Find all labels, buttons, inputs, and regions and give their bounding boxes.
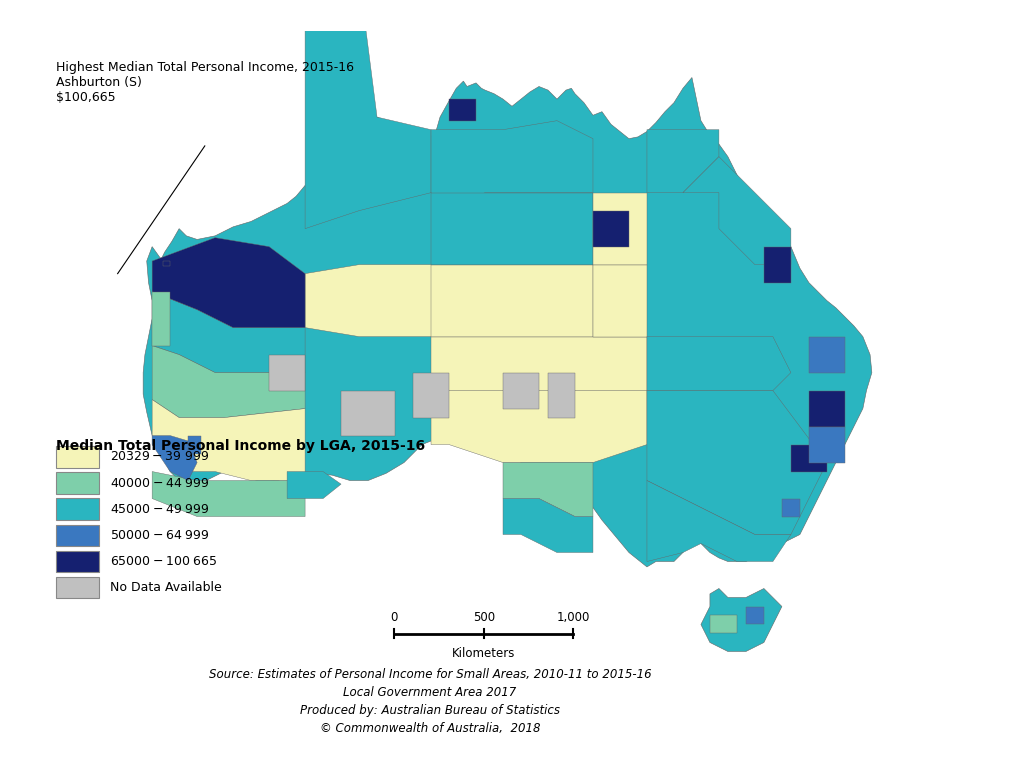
Text: $40 000 - $44 999: $40 000 - $44 999 — [110, 477, 210, 489]
Polygon shape — [431, 121, 593, 210]
Text: 0: 0 — [390, 611, 398, 624]
Polygon shape — [809, 426, 845, 462]
Polygon shape — [153, 346, 305, 418]
Polygon shape — [647, 336, 791, 391]
Text: Median Total Personal Income by LGA, 2015-16: Median Total Personal Income by LGA, 201… — [56, 439, 425, 453]
Polygon shape — [341, 391, 395, 435]
Polygon shape — [450, 99, 476, 121]
Polygon shape — [153, 292, 305, 372]
Polygon shape — [710, 615, 737, 634]
Polygon shape — [548, 372, 575, 418]
Polygon shape — [143, 78, 871, 567]
Polygon shape — [305, 0, 431, 229]
Polygon shape — [431, 265, 593, 336]
Polygon shape — [503, 498, 593, 552]
Text: Kilometers: Kilometers — [453, 647, 515, 660]
Polygon shape — [782, 498, 800, 517]
Text: $65 000 - $100 665: $65 000 - $100 665 — [110, 555, 217, 568]
Polygon shape — [431, 336, 647, 391]
Polygon shape — [153, 399, 305, 481]
Polygon shape — [701, 588, 782, 651]
Polygon shape — [269, 355, 305, 391]
Polygon shape — [287, 472, 341, 498]
Polygon shape — [153, 292, 170, 346]
Text: $20 329 - $39 999: $20 329 - $39 999 — [110, 451, 209, 463]
Polygon shape — [647, 391, 827, 535]
Text: $50 000 - $64 999: $50 000 - $64 999 — [110, 529, 210, 541]
Polygon shape — [764, 247, 791, 283]
Text: No Data Available: No Data Available — [110, 581, 221, 594]
Polygon shape — [647, 130, 719, 193]
Text: $45 000 - $49 999: $45 000 - $49 999 — [110, 503, 210, 515]
Polygon shape — [593, 210, 629, 247]
Polygon shape — [305, 265, 450, 336]
Polygon shape — [163, 261, 170, 266]
Text: 500: 500 — [473, 611, 495, 624]
Polygon shape — [683, 157, 791, 265]
Polygon shape — [503, 462, 593, 517]
Polygon shape — [153, 435, 198, 481]
Polygon shape — [153, 472, 305, 517]
Polygon shape — [153, 237, 305, 328]
Polygon shape — [809, 391, 845, 426]
Polygon shape — [809, 336, 845, 372]
Polygon shape — [745, 607, 764, 624]
Text: 1,000: 1,000 — [557, 611, 590, 624]
Polygon shape — [593, 265, 647, 336]
Text: Highest Median Total Personal Income, 2015-16
Ashburton (S)
$100,665: Highest Median Total Personal Income, 20… — [56, 61, 354, 104]
Polygon shape — [503, 372, 539, 409]
Polygon shape — [647, 481, 791, 561]
Polygon shape — [188, 435, 201, 454]
Polygon shape — [413, 372, 450, 418]
Polygon shape — [431, 391, 647, 462]
Polygon shape — [791, 445, 827, 472]
Polygon shape — [431, 193, 593, 265]
Polygon shape — [593, 193, 647, 265]
Text: Source: Estimates of Personal Income for Small Areas, 2010-11 to 2015-16
Local G: Source: Estimates of Personal Income for… — [209, 668, 651, 735]
